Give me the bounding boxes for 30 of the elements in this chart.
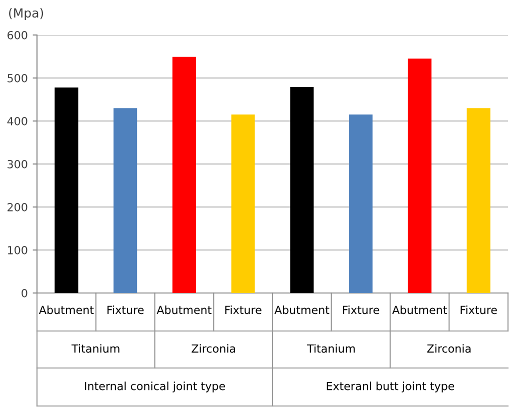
bar [114,108,138,293]
y-tick-label: 200 [8,202,28,212]
bar [231,114,255,293]
y-tick-label: 400 [7,116,28,126]
y-tick-label: 300 [8,160,28,168]
x-tick-label: Fixture [108,306,144,314]
text: Internal conical joint type [85,382,225,392]
y-tick-label: 100 [8,246,28,254]
text: Zirconia [427,344,471,353]
y-tick-label: 0 [22,288,28,298]
x-tick-label: Fixture [225,306,262,314]
y-tick-label: 500 [8,74,28,82]
x-tick-label: Abutment [156,306,212,314]
bar [54,87,78,293]
x-tick-label: Abutment [38,306,94,314]
x-tick-label: Fixture [343,306,380,314]
text: Titanium [307,344,355,353]
bar [172,56,196,293]
bar [466,108,490,293]
text: Exteranl butt joint type [326,382,454,392]
bar [290,87,314,293]
x-tick-label: Abutment [392,306,447,314]
text: Titanium [72,344,120,353]
bar [408,58,432,293]
y-axis-title: (Mpa) [9,8,44,20]
x-tick-label: Abutment [274,306,330,314]
y-tick-label: 600 [8,30,28,40]
bar [349,114,373,293]
x-tick-label: Fixture [460,306,497,314]
text: Zirconia [192,344,236,353]
